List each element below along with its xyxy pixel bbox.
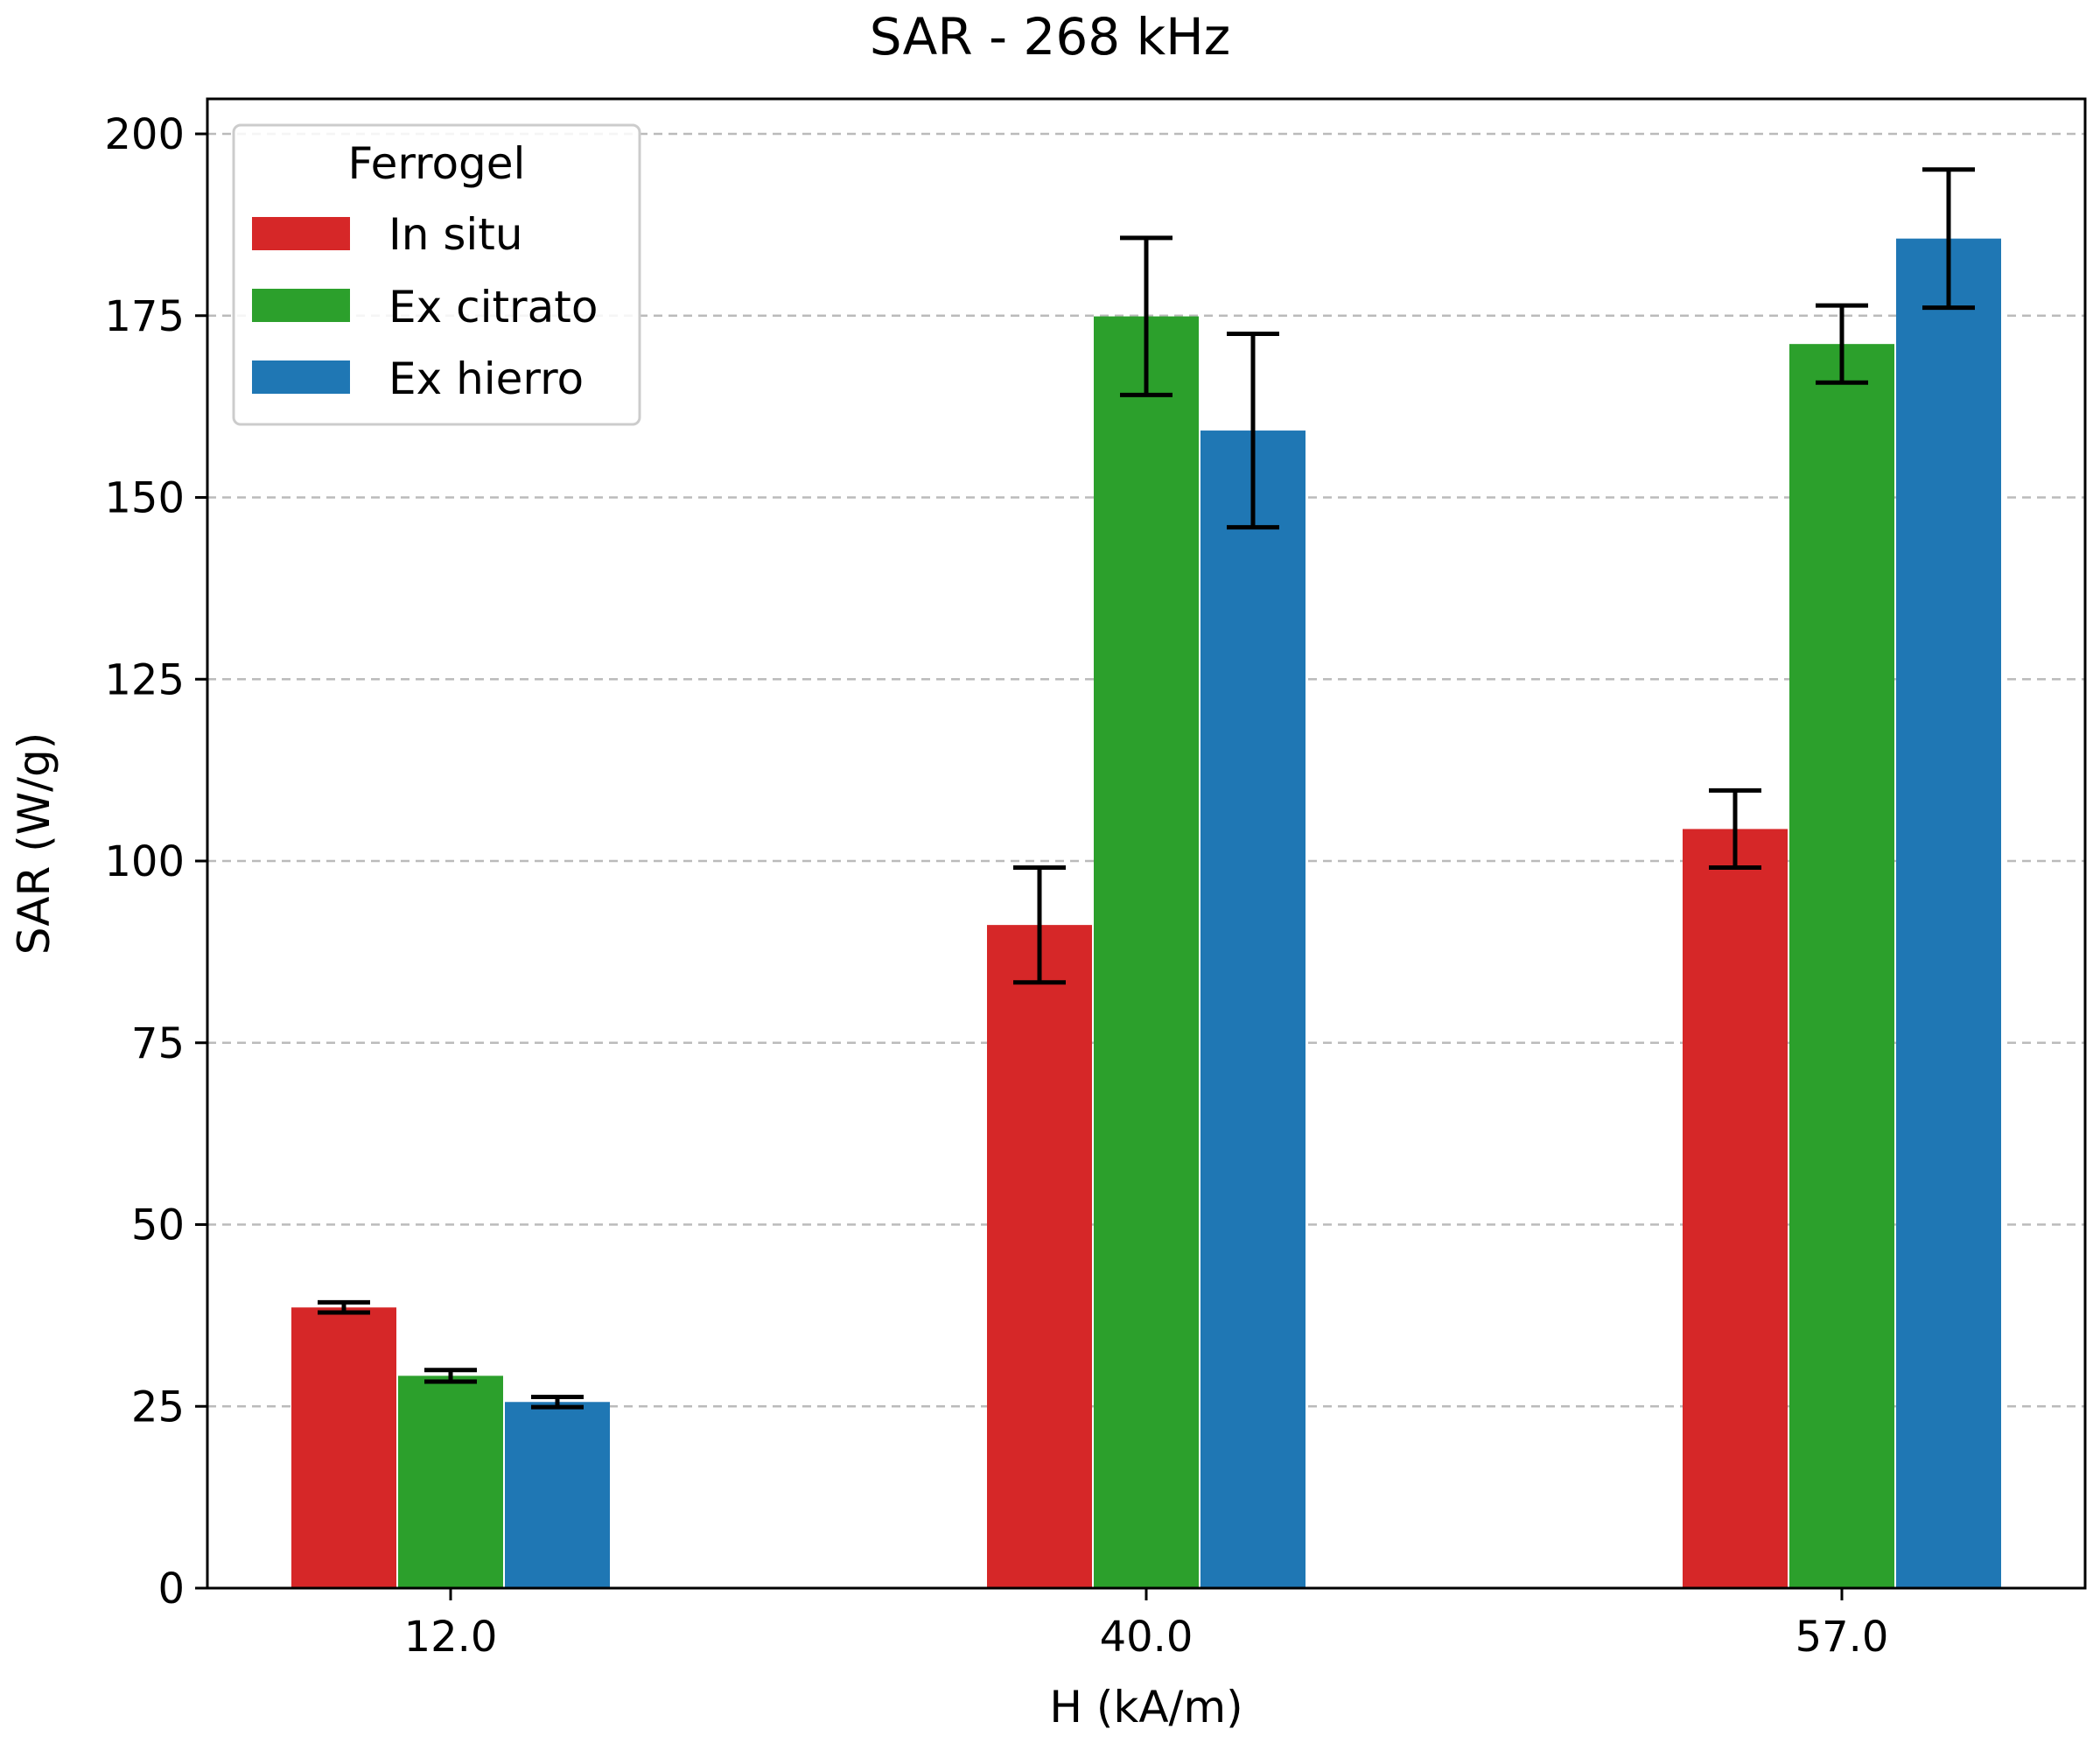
error-bar-ex-citrato-1	[1120, 235, 1172, 397]
y-tick-label-25: 25	[131, 1382, 185, 1432]
bar-in-situ-1	[987, 925, 1092, 1588]
legend-title: Ferrogel	[348, 138, 526, 189]
bar-ex-citrato-1	[1094, 316, 1199, 1588]
error-bar-in-situ-0	[318, 1299, 370, 1315]
legend: Ferrogel In situ Ex citrato Ex hierro	[232, 123, 641, 426]
bar-ex-citrato-2	[1789, 344, 1894, 1589]
error-bar-ex-citrato-0	[424, 1368, 477, 1384]
legend-swatch-ex-hierro	[252, 360, 350, 394]
legend-swatch-ex-citrato	[252, 289, 350, 322]
legend-label-in-situ: In situ	[388, 209, 523, 260]
legend-box	[232, 123, 641, 426]
y-axis-ticks: 0 25 50 75 100 125 150 175 200	[104, 110, 207, 1614]
bar-in-situ-2	[1683, 829, 1788, 1588]
y-tick-label-175: 175	[104, 292, 185, 341]
bars	[291, 238, 2001, 1589]
legend-label-ex-hierro: Ex hierro	[388, 354, 584, 404]
y-tick-label-150: 150	[104, 474, 185, 523]
bar-ex-citrato-0	[398, 1376, 503, 1588]
error-bar-in-situ-2	[1709, 788, 1761, 870]
bar-ex-hierro-2	[1896, 238, 2001, 1588]
x-tick-label-1: 40.0	[1100, 1613, 1194, 1662]
error-bar-ex-hierro-0	[531, 1394, 584, 1410]
x-axis-ticks: 12.0 40.0 57.0	[404, 1588, 1889, 1662]
y-tick-label-200: 200	[104, 110, 185, 159]
x-tick-label-2: 57.0	[1796, 1613, 1889, 1662]
error-bar-ex-citrato-2	[1816, 303, 1868, 385]
bar-ex-hierro-1	[1200, 430, 1306, 1589]
bar-in-situ-0	[291, 1307, 396, 1588]
y-tick-label-125: 125	[104, 655, 185, 704]
y-tick-label-0: 0	[158, 1564, 185, 1614]
bar-ex-hierro-0	[505, 1402, 610, 1588]
x-axis-label: H (kA/m)	[1049, 1682, 1242, 1732]
y-axis-label: SAR (W/g)	[9, 732, 60, 956]
error-bar-ex-hierro-1	[1227, 332, 1279, 530]
error-bar-ex-hierro-2	[1922, 167, 1975, 311]
error-bar-in-situ-1	[1013, 864, 1066, 985]
chart-title: SAR - 268 kHz	[870, 7, 1230, 66]
legend-swatch-in-situ	[252, 217, 350, 250]
y-tick-label-50: 50	[131, 1201, 185, 1250]
y-tick-label-100: 100	[104, 837, 185, 886]
error-bars	[318, 167, 1975, 1410]
y-tick-label-75: 75	[131, 1019, 185, 1068]
legend-label-ex-citrato: Ex citrato	[388, 282, 598, 332]
x-tick-label-0: 12.0	[404, 1613, 498, 1662]
